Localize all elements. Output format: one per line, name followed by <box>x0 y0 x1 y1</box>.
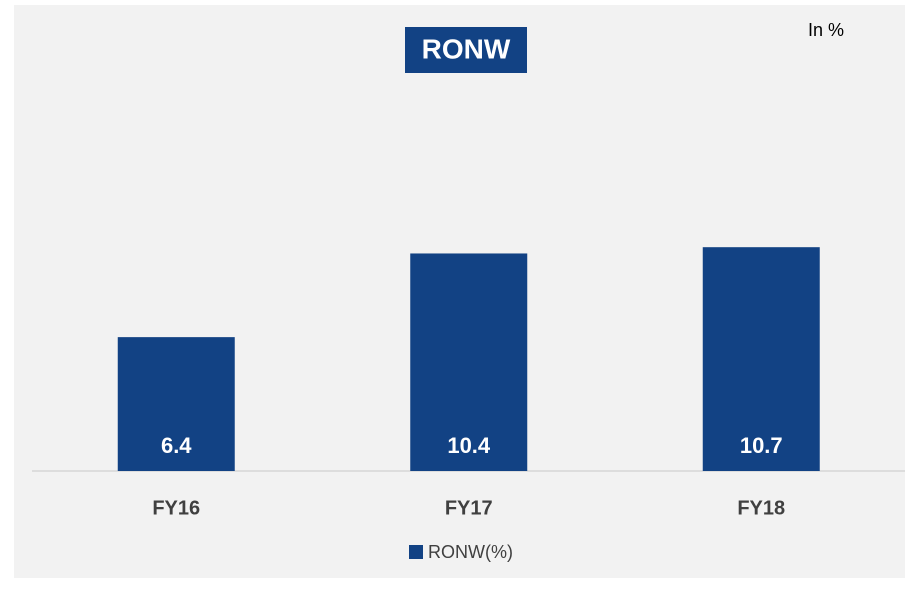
x-tick-label: FY17 <box>445 497 493 519</box>
chart-title: RONW <box>422 33 511 64</box>
legend-swatch <box>409 545 423 559</box>
unit-note: In % <box>808 20 844 40</box>
legend-label: RONW(%) <box>428 542 513 562</box>
x-tick-label: FY18 <box>737 497 785 519</box>
bar <box>410 253 528 471</box>
data-label: 10.4 <box>447 433 491 458</box>
data-label: 10.7 <box>740 433 783 458</box>
x-tick-label: FY16 <box>152 497 200 519</box>
title-box <box>405 27 527 73</box>
bar <box>117 337 235 471</box>
data-label: 6.4 <box>161 433 192 458</box>
bar <box>702 247 820 471</box>
